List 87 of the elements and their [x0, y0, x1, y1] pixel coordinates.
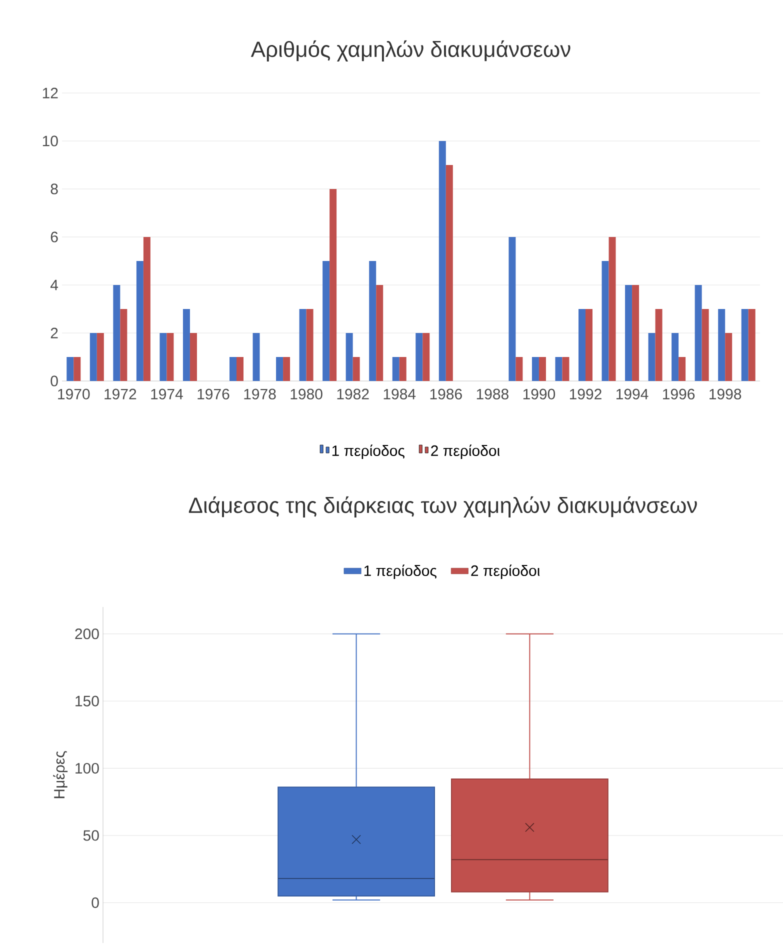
bar [532, 356, 539, 381]
x-tick-label: 1994 [616, 388, 648, 400]
bar [399, 356, 406, 381]
bar [346, 332, 353, 381]
bar [282, 356, 290, 381]
x-tick-label: 1986 [430, 388, 462, 400]
bar [555, 356, 562, 381]
bar [718, 308, 726, 381]
bar [416, 332, 423, 381]
y-tick-label: 12 [42, 88, 58, 98]
bar [190, 332, 197, 381]
bar [299, 308, 306, 381]
x-tick-label: 1974 [151, 388, 183, 400]
bar [578, 308, 586, 381]
bar [66, 356, 74, 381]
y-tick-label: 6 [50, 232, 58, 242]
bar [160, 332, 167, 381]
x-tick-label: 1978 [244, 388, 276, 400]
bar [306, 308, 314, 381]
bar [120, 308, 128, 381]
bar [136, 260, 144, 381]
bar [725, 332, 732, 381]
bar [236, 356, 244, 381]
bar [229, 356, 236, 381]
bar [624, 284, 632, 381]
x-tick-label: 1984 [384, 388, 416, 400]
x-tick-label: 1998 [709, 388, 742, 400]
bar [96, 332, 104, 381]
y-tick-label: 8 [50, 184, 58, 194]
bar [422, 332, 430, 381]
bar [508, 236, 516, 381]
bar [376, 284, 384, 381]
bar [90, 332, 97, 381]
y-tick-label: 4 [50, 280, 58, 290]
x-tick-label: 1996 [662, 388, 694, 400]
y-tick-label: 0 [50, 376, 58, 386]
bar [438, 140, 446, 381]
bar [516, 356, 523, 381]
y-tick-label: 2 [50, 328, 58, 338]
bar [671, 332, 678, 381]
x-tick-label: 1982 [337, 388, 369, 400]
chart-title: Διάμεσος της διάρκειας των χαμηλών διακυμάνσεων [188, 496, 697, 518]
bar [648, 332, 656, 381]
bar [702, 308, 709, 381]
chart-title: Αριθμός χαμηλών διακυμάνσεων [250, 40, 570, 62]
bar [329, 188, 336, 381]
x-tick-label: 1976 [198, 388, 230, 400]
bar [352, 356, 360, 381]
x-tick-label: 1992 [570, 388, 602, 400]
bar [585, 308, 592, 381]
y-tick-label: 100 [75, 762, 99, 774]
legend-label: 2 περίοδοι [471, 564, 540, 579]
bar [74, 356, 81, 381]
legend-label: 1 περίοδος [364, 564, 436, 579]
bar [369, 260, 376, 381]
bar [632, 284, 639, 381]
bar [538, 356, 546, 381]
legend-label: 2 περίοδοι [431, 444, 500, 459]
bar [322, 260, 330, 381]
y-axis-title: Ημέρες [53, 751, 68, 798]
y-tick-label: 50 [83, 830, 99, 841]
bar [182, 308, 190, 381]
y-tick-label: 200 [75, 628, 99, 640]
legend-label: 1 περίοδος [332, 444, 404, 459]
bar [602, 260, 609, 381]
bar [678, 356, 686, 381]
bar [143, 236, 150, 381]
bar [113, 284, 120, 381]
x-tick-label: 1972 [104, 388, 136, 400]
bar [562, 356, 570, 381]
bar [608, 236, 616, 381]
x-tick-label: 1990 [523, 388, 555, 400]
y-tick-label: 150 [75, 696, 99, 706]
x-tick-label: 1980 [290, 388, 322, 400]
bar [446, 164, 453, 381]
bar [748, 308, 756, 381]
bar [276, 356, 283, 381]
x-tick-label: 1970 [58, 388, 90, 400]
y-tick-label: 10 [42, 136, 58, 146]
bar [166, 332, 174, 381]
bar [694, 284, 702, 381]
bar [741, 308, 748, 381]
bar [392, 356, 400, 381]
x-tick-label: 1988 [476, 388, 508, 400]
y-tick-label: 0 [92, 897, 99, 908]
bar [252, 332, 260, 381]
bar [655, 308, 662, 381]
